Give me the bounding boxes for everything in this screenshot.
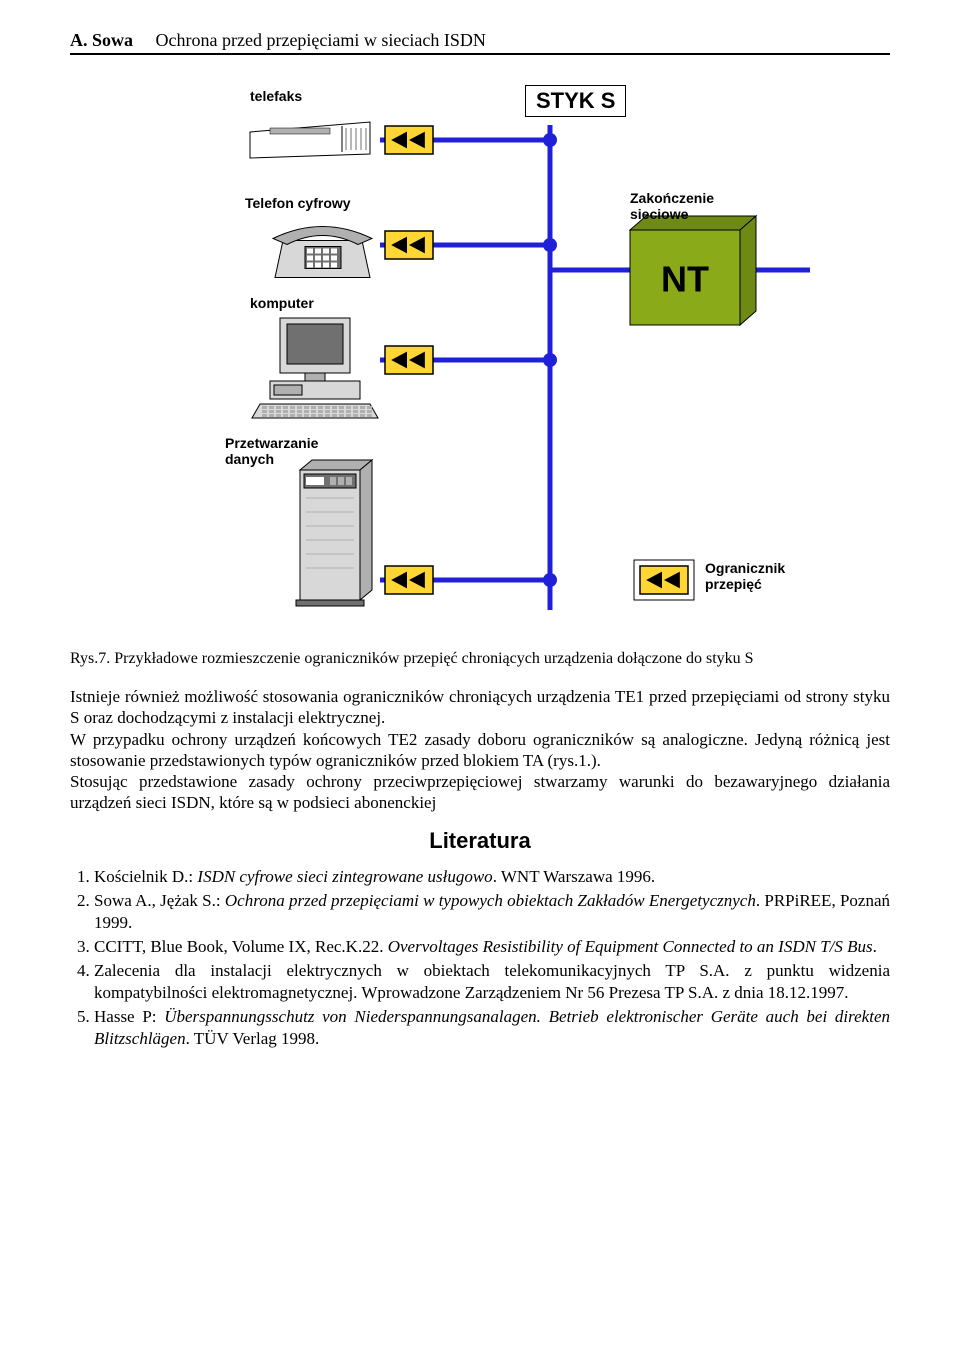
page-header: A. Sowa Ochrona przed przepięciami w sie… [70,30,890,51]
label-zakonczenie: Zakończenie sieciowe [630,190,714,222]
label-ogranicznik: Ogranicznik przepięć [705,560,785,592]
header-author: A. Sowa [70,30,133,50]
reference-item: Sowa A., Jężak S.: Ochrona przed przepię… [94,890,890,934]
label-telefaks: telefaks [250,88,302,104]
figure-caption: Rys.7. Przykładowe rozmieszczenie ograni… [70,650,890,668]
caption-ref: Rys.7. [70,650,110,667]
label-przetwarzanie: Przetwarzanie danych [225,435,318,467]
reference-item: Zalecenia dla instalacji elektrycznych w… [94,960,890,1004]
body-paragraph: Istnieje również możliwość stosowania og… [70,686,890,814]
svg-text:NT: NT [661,259,709,300]
reference-list: Kościelnik D.: ISDN cyfrowe sieci zinteg… [70,866,890,1051]
label-komputer: komputer [250,295,314,311]
literature-heading: Literatura [70,828,890,854]
reference-item: CCITT, Blue Book, Volume IX, Rec.K.22. O… [94,936,890,958]
label-telefon: Telefon cyfrowy [245,195,351,211]
reference-item: Hasse P: Überspannungsschutz von Nieders… [94,1006,890,1050]
header-title: Ochrona przed przepięciami w sieciach IS… [156,30,486,50]
label-styk-s: STYK S [525,85,626,117]
reference-item: Kościelnik D.: ISDN cyfrowe sieci zinteg… [94,866,890,888]
header-rule [70,53,890,55]
caption-text: Przykładowe rozmieszczenie ograniczników… [114,650,753,667]
isdn-diagram: NT telefaks STYK S Telefon cyfrowy Zakoń… [130,80,830,640]
